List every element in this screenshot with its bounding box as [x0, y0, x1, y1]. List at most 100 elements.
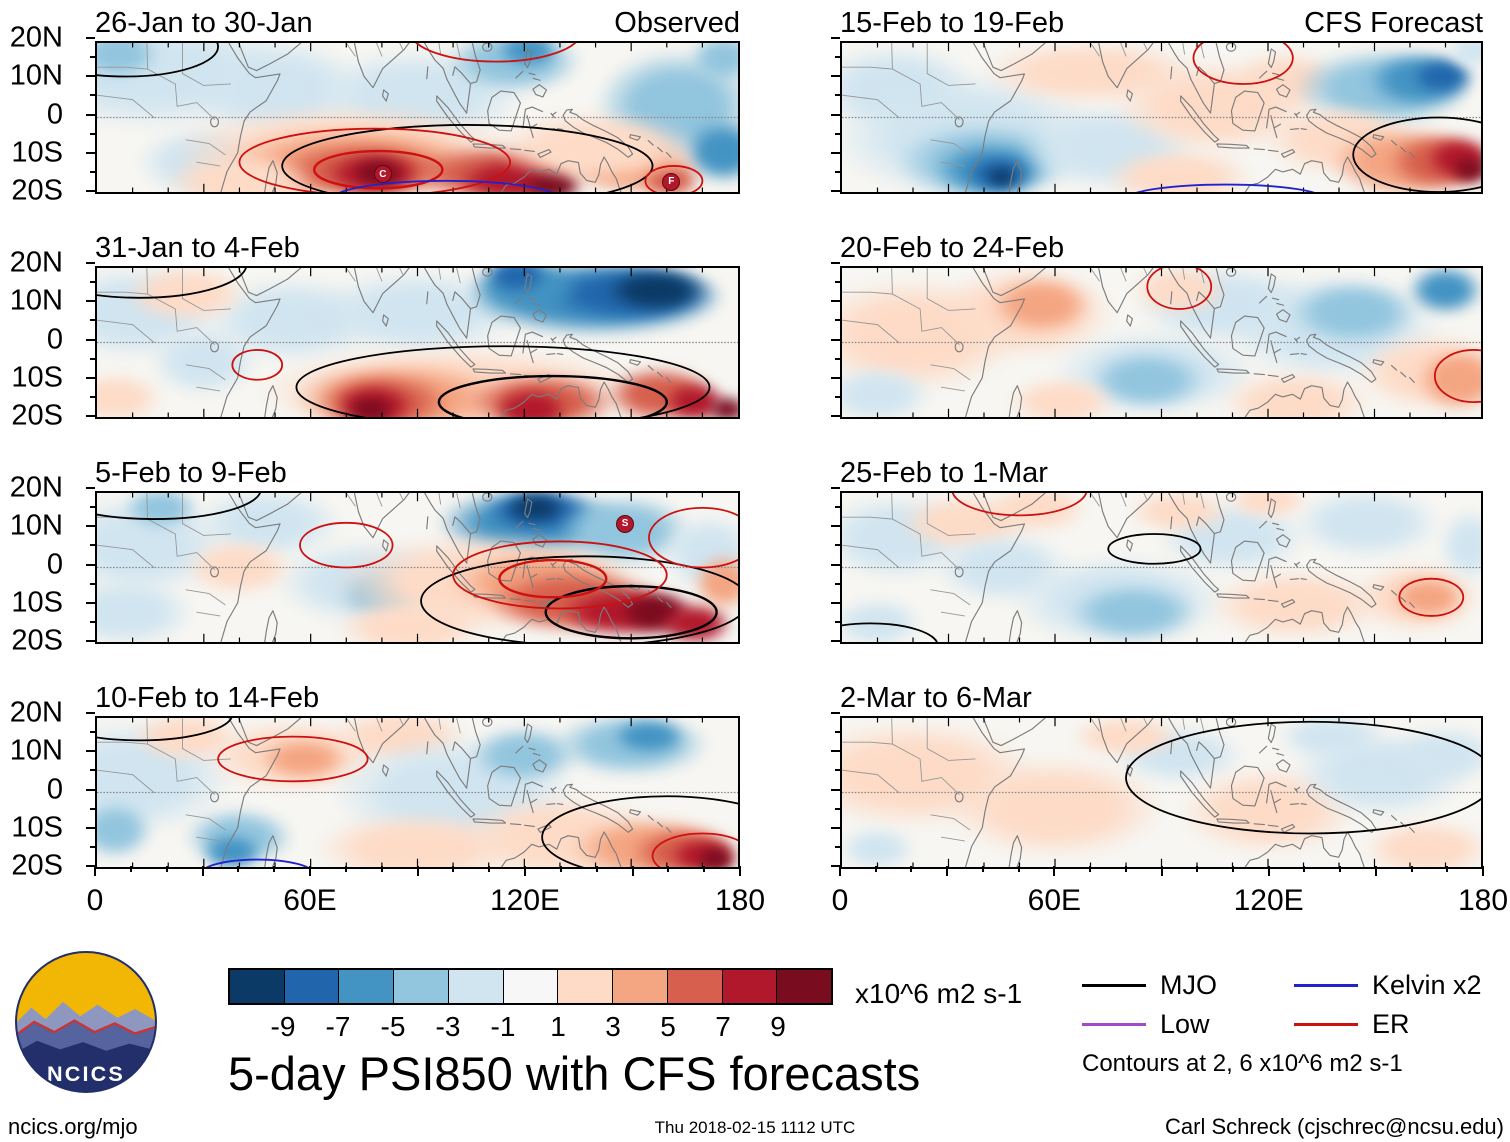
axis-tick — [90, 319, 95, 322]
colorbar-cell — [394, 970, 449, 1003]
anomaly-blob — [1360, 818, 1481, 867]
axis-tick — [86, 190, 95, 192]
axis-tick — [201, 866, 204, 876]
contour-kelvin-line — [200, 860, 314, 867]
axis-tick — [90, 620, 95, 623]
x-axis-label: 60E — [283, 884, 337, 917]
x-axis-label: 120E — [1233, 884, 1304, 917]
axis-tick — [86, 300, 95, 303]
x-axis-label: 0 — [86, 884, 104, 917]
contour-er-line — [952, 493, 1087, 515]
axis-tick — [86, 262, 95, 264]
anomaly-blob — [1438, 507, 1481, 583]
axis-tick — [1124, 866, 1127, 872]
footer-link: ncics.org/mjo — [8, 1114, 138, 1139]
anomaly-blob — [146, 323, 261, 399]
panel-source-label: CFS Forecast — [1304, 7, 1483, 39]
panel-header: 10-Feb to 14-Feb — [95, 677, 740, 716]
y-axis-label: 20S — [11, 624, 63, 657]
axis-tick — [1196, 866, 1199, 872]
contour-kelvin-line — [1126, 185, 1325, 192]
panel-title: 20-Feb to 24-Feb — [840, 232, 1065, 264]
anomaly-blob — [1125, 493, 1233, 534]
y-axis-label: 20N — [9, 246, 63, 279]
y-axis-label: 0 — [46, 98, 63, 130]
map-canvas — [840, 266, 1483, 419]
axis-tick — [416, 866, 419, 876]
map-overlay — [97, 718, 738, 867]
axis-tick — [835, 357, 840, 360]
contour-mjo-line — [296, 346, 709, 417]
colorbar-cell — [284, 970, 340, 1003]
axis-tick — [1374, 866, 1377, 876]
contour-er-line — [1435, 350, 1481, 402]
axis-tick — [90, 281, 95, 284]
cyclone-marker: F — [662, 172, 681, 191]
colorbar: -9 -7 -5 -3 -1 1 3 5 7 9 — [228, 968, 833, 1041]
map-overlay — [97, 43, 738, 192]
axis-tick — [237, 866, 240, 872]
axis-tick — [86, 151, 95, 154]
contour-er-line — [1193, 43, 1292, 84]
legend-line-sample — [1294, 983, 1358, 988]
axis-tick — [86, 525, 95, 528]
legend-label: Low — [1160, 1009, 1210, 1039]
y-axis-label: 10N — [9, 734, 63, 767]
contour-er-line — [453, 541, 667, 608]
axis-tick — [86, 113, 95, 116]
colorbar-swatches — [228, 968, 833, 1005]
axis-tick — [90, 807, 95, 810]
anomaly-blob — [121, 493, 201, 531]
anomaly-blob — [488, 110, 703, 185]
y-axis-label: 0 — [46, 323, 63, 355]
axis-tick — [90, 357, 95, 360]
y-axis-label: 10N — [9, 509, 63, 542]
cyclone-marker: C — [373, 165, 392, 184]
axis-tick — [831, 376, 840, 379]
colorbar-cell — [448, 970, 504, 1003]
axis-tick — [86, 75, 95, 78]
axis-tick — [831, 415, 840, 417]
colorbar-units: x10^6 m2 s-1 — [855, 978, 1023, 1009]
map-panel: 31-Jan to 4-Feb 20N 10N 0 10S 20S — [10, 227, 740, 430]
axis-tick — [703, 866, 706, 872]
anomaly-blob — [1449, 154, 1481, 185]
panel-source-label: Observed — [614, 7, 740, 39]
axis-tick — [831, 75, 840, 78]
axis-tick — [90, 731, 95, 734]
axis-tick — [835, 395, 840, 398]
anomaly-blob — [705, 394, 738, 417]
legend: MJO Kelvin x2 Low ER Contours at 2, 6 x10^6… — [1082, 972, 1510, 1078]
anomaly-blob — [695, 844, 738, 867]
contour-mjo-line — [97, 43, 218, 77]
y-axis-label: 20S — [11, 849, 63, 882]
map-panel: 20-Feb to 24-Feb — [831, 227, 1483, 419]
colorbar-cell — [503, 970, 559, 1003]
y-axis — [745, 712, 840, 867]
axis-tick — [831, 300, 840, 303]
axis-tick — [165, 866, 168, 872]
contour-er-line — [410, 43, 581, 62]
axis-tick — [86, 712, 95, 714]
map-canvas — [95, 716, 740, 869]
axis-tick — [835, 506, 840, 509]
panel-header: 15-Feb to 19-Feb CFS Forecast — [840, 2, 1483, 41]
axis-tick — [1017, 866, 1020, 872]
y-axis-label: 20N — [9, 696, 63, 729]
anomaly-blob — [1005, 376, 1119, 417]
axis-tick — [1482, 866, 1484, 876]
axis-tick — [86, 563, 95, 566]
y-axis-label: 10S — [11, 361, 63, 394]
colorbar-tick-label: -3 — [435, 1011, 461, 1042]
axis-tick — [524, 866, 526, 876]
axis-tick — [835, 94, 840, 97]
axis-tick — [831, 788, 840, 791]
logo-red-ridge — [15, 1019, 157, 1038]
panel-title: 10-Feb to 14-Feb — [95, 682, 320, 714]
panel-title: 26-Jan to 30-Jan — [95, 7, 313, 39]
axis-tick — [344, 866, 347, 872]
legend-item: ER — [1294, 1011, 1506, 1038]
y-axis: 20N 10N 0 10S 20S — [0, 23, 95, 205]
colorbar-tick-label: 3 — [605, 1011, 621, 1042]
